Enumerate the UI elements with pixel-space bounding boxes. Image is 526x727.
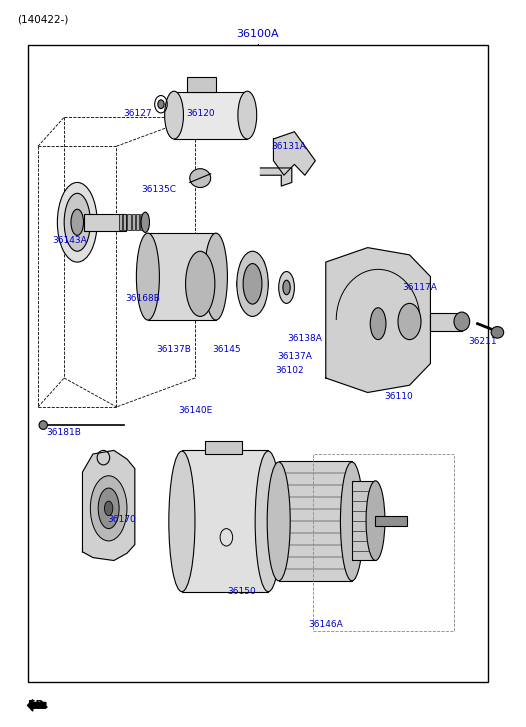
Ellipse shape xyxy=(39,421,47,430)
Text: 36170: 36170 xyxy=(107,515,136,523)
Ellipse shape xyxy=(398,303,421,340)
Ellipse shape xyxy=(249,307,256,316)
Ellipse shape xyxy=(71,209,84,236)
Bar xyxy=(27,45,488,682)
Text: 36168B: 36168B xyxy=(125,294,160,303)
Polygon shape xyxy=(274,132,315,175)
Ellipse shape xyxy=(454,312,470,331)
Ellipse shape xyxy=(136,233,159,320)
Ellipse shape xyxy=(262,279,269,288)
Text: (140422-): (140422-) xyxy=(17,15,68,25)
Ellipse shape xyxy=(279,271,295,303)
Ellipse shape xyxy=(243,264,262,304)
Text: FR.: FR. xyxy=(27,700,48,710)
Ellipse shape xyxy=(491,326,504,338)
Bar xyxy=(119,214,122,230)
Bar xyxy=(140,214,143,230)
Ellipse shape xyxy=(237,252,268,316)
Ellipse shape xyxy=(64,193,90,252)
Ellipse shape xyxy=(259,299,265,308)
Text: 36137B: 36137B xyxy=(157,345,191,353)
Polygon shape xyxy=(260,168,292,186)
Ellipse shape xyxy=(259,260,265,269)
Text: 36143A: 36143A xyxy=(52,236,87,245)
Bar xyxy=(352,481,376,561)
Bar xyxy=(136,214,139,230)
Text: 36102: 36102 xyxy=(275,366,304,375)
Ellipse shape xyxy=(240,299,246,308)
Bar xyxy=(376,515,407,526)
Bar xyxy=(127,214,130,230)
Ellipse shape xyxy=(190,169,211,188)
Ellipse shape xyxy=(236,279,242,288)
Bar xyxy=(123,214,126,230)
Ellipse shape xyxy=(165,91,184,139)
Text: 36117A: 36117A xyxy=(402,283,438,292)
Text: 36131A: 36131A xyxy=(272,142,307,150)
Text: 36138A: 36138A xyxy=(287,334,322,342)
Text: 36211: 36211 xyxy=(469,337,497,346)
Ellipse shape xyxy=(340,462,363,581)
Ellipse shape xyxy=(98,488,119,529)
Ellipse shape xyxy=(186,252,215,316)
Ellipse shape xyxy=(57,182,97,262)
Text: 36146A: 36146A xyxy=(308,619,343,629)
Bar xyxy=(312,454,454,632)
Ellipse shape xyxy=(283,280,290,294)
Ellipse shape xyxy=(90,475,127,541)
Text: 36137A: 36137A xyxy=(277,352,312,361)
Text: 36181B: 36181B xyxy=(47,427,82,437)
Ellipse shape xyxy=(240,260,246,269)
Polygon shape xyxy=(326,248,430,393)
Ellipse shape xyxy=(169,451,195,592)
Bar xyxy=(84,214,126,231)
Text: 36135C: 36135C xyxy=(141,185,176,194)
Ellipse shape xyxy=(255,451,281,592)
Bar xyxy=(430,313,462,331)
Ellipse shape xyxy=(105,501,113,515)
Text: 36140E: 36140E xyxy=(178,406,212,415)
Ellipse shape xyxy=(238,91,257,139)
Bar xyxy=(174,92,247,139)
Bar xyxy=(182,451,268,592)
Bar xyxy=(148,233,216,320)
FancyArrow shape xyxy=(27,699,46,711)
Ellipse shape xyxy=(366,481,385,561)
Ellipse shape xyxy=(267,462,290,581)
Bar xyxy=(187,78,216,92)
Text: 36120: 36120 xyxy=(186,109,215,119)
Ellipse shape xyxy=(205,233,227,320)
Ellipse shape xyxy=(141,212,149,233)
Text: 36127: 36127 xyxy=(123,109,151,119)
Text: 36110: 36110 xyxy=(385,392,413,401)
Bar xyxy=(206,441,242,454)
Ellipse shape xyxy=(370,308,386,340)
Polygon shape xyxy=(83,451,135,561)
Bar xyxy=(279,461,352,581)
Ellipse shape xyxy=(158,100,164,108)
Text: 36145: 36145 xyxy=(212,345,241,353)
Bar xyxy=(132,214,135,230)
Text: 36150: 36150 xyxy=(228,587,257,596)
Ellipse shape xyxy=(249,252,256,261)
Text: 36100A: 36100A xyxy=(237,29,279,39)
